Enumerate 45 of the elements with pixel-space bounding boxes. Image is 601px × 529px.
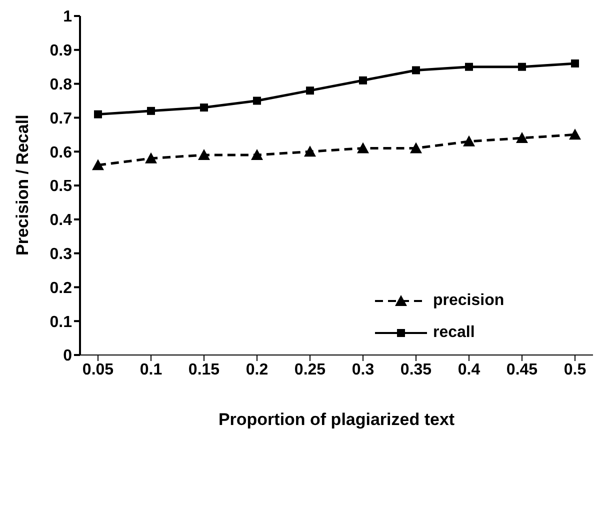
y-tick-label: 0 [63, 348, 72, 365]
legend-label: recall [433, 324, 475, 342]
y-tick-label: 0.5 [50, 178, 72, 196]
y-tick-label: 0.8 [50, 76, 72, 94]
point [516, 132, 528, 144]
y-axis-title: Precision / Recall [13, 114, 32, 256]
x-tick-label: 0.25 [294, 361, 326, 378]
point [198, 148, 210, 160]
point [410, 142, 422, 154]
x-tick-label: 0.35 [400, 361, 432, 378]
x-tick-label: 0.15 [188, 361, 220, 378]
point [518, 62, 526, 71]
point [253, 96, 261, 105]
point [463, 135, 475, 146]
x-tick-label: 0.2 [246, 361, 268, 378]
point [94, 110, 102, 118]
point [571, 59, 579, 68]
y-tick-label: 0.3 [50, 246, 72, 263]
point [92, 159, 104, 170]
point [200, 104, 208, 112]
x-tick-label: 0.5 [564, 361, 586, 378]
point [304, 146, 316, 157]
point [306, 86, 314, 95]
x-axis-title: Proportion of plagiarized text [218, 410, 455, 429]
point [251, 148, 263, 160]
legend-label: precision [433, 292, 504, 310]
y-tick-label: 0.2 [50, 280, 72, 297]
y-tick-label: 0.4 [50, 212, 72, 230]
point [412, 66, 420, 74]
y-tick-label: 0.6 [50, 144, 72, 162]
point [569, 128, 581, 140]
x-tick-label: 0.45 [506, 361, 538, 378]
x-tick-label: 0.4 [458, 361, 480, 378]
y-tick-label: 1 [63, 8, 72, 26]
point [359, 76, 367, 84]
x-tick-label: 0.1 [140, 361, 162, 378]
point [465, 62, 473, 71]
y-tick-label: 0.9 [50, 42, 72, 60]
point [147, 106, 155, 115]
point [357, 142, 369, 154]
x-tick-label: 0.3 [352, 361, 374, 378]
y-tick-label: 0.1 [50, 314, 72, 331]
y-tick-label: 0.7 [50, 110, 72, 128]
point [145, 152, 157, 164]
x-tick-label: 0.05 [82, 361, 114, 378]
